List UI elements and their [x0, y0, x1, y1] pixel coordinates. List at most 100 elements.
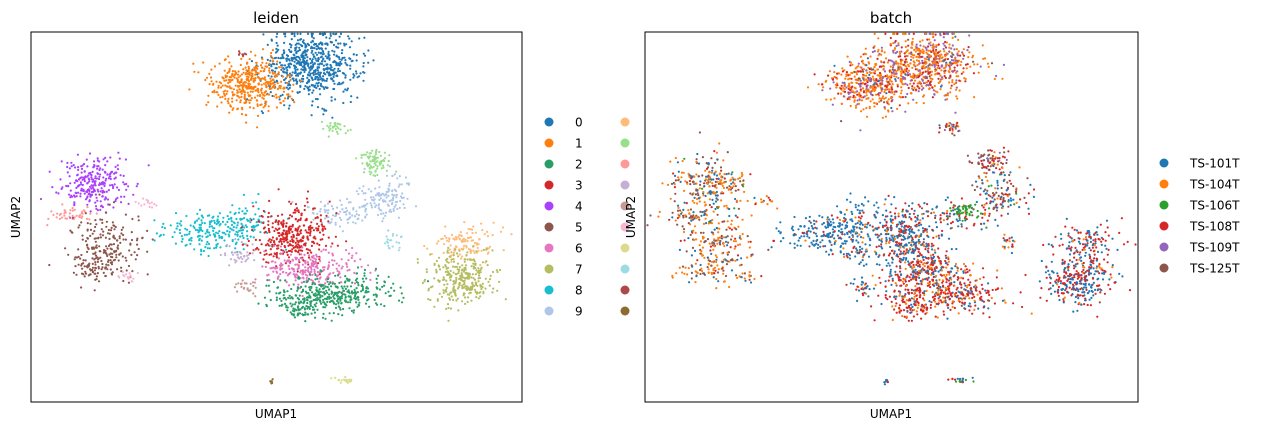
scatter-point [364, 207, 368, 210]
scatter-point [388, 182, 391, 185]
scatter-point [366, 151, 369, 154]
scatter-point [922, 102, 925, 105]
scatter-point [213, 221, 216, 224]
scatter-point [488, 278, 492, 281]
scatter-point [446, 303, 450, 306]
scatter-point [868, 71, 871, 74]
scatter-point [387, 229, 390, 232]
scatter-point [471, 231, 474, 235]
scatter-point [223, 69, 226, 72]
scatter-point [937, 64, 940, 67]
scatter-point [77, 191, 80, 194]
scatter-point [858, 91, 861, 95]
scatter-point [944, 40, 947, 44]
scatter-point [392, 282, 395, 285]
scatter-point [884, 96, 887, 99]
scatter-point [840, 73, 843, 76]
scatter-point [287, 107, 290, 110]
scatter-point [251, 75, 254, 78]
scatter-point [263, 296, 267, 299]
scatter-point [86, 190, 89, 194]
scatter-point [455, 299, 458, 302]
scatter-point [338, 264, 341, 267]
scatter-point [921, 65, 924, 68]
scatter-point [249, 78, 253, 81]
scatter-point [294, 47, 297, 50]
scatter-point [907, 38, 910, 41]
scatter-point [97, 183, 101, 187]
scatter-point [99, 167, 102, 170]
scatter-point [92, 188, 95, 191]
scatter-point [873, 50, 876, 53]
scatter-point [324, 303, 327, 306]
scatter-point [128, 276, 131, 279]
scatter-point [290, 63, 293, 66]
scatter-point [454, 265, 457, 268]
scatter-point [868, 73, 871, 76]
scatter-point [922, 95, 925, 98]
scatter-point [256, 103, 259, 106]
scatter-point [298, 294, 301, 297]
scatter-point [900, 46, 903, 49]
scatter-point [952, 59, 955, 62]
scatter-point [319, 300, 322, 303]
scatter-point [384, 292, 387, 295]
scatter-point [94, 184, 97, 187]
scatter-point [915, 101, 918, 104]
scatter-point [402, 203, 405, 206]
scatter-point [893, 75, 896, 78]
scatter-point [207, 242, 211, 245]
scatter-point [86, 165, 89, 168]
scatter-point [188, 232, 191, 235]
scatter-point [446, 249, 449, 252]
scatter-point [328, 222, 332, 225]
scatter-point [479, 271, 482, 274]
scatter-point [89, 185, 92, 188]
scatter-point [94, 254, 98, 257]
scatter-point [65, 184, 68, 188]
scatter-point [320, 85, 323, 88]
scatter-point [97, 265, 100, 268]
scatter-point [357, 192, 360, 196]
scatter-point [275, 296, 278, 299]
scatter-point [983, 57, 987, 60]
scatter-point [289, 202, 293, 205]
scatter-point [381, 199, 384, 202]
scatter-point [215, 80, 218, 83]
scatter-point [87, 177, 90, 180]
scatter-point [92, 252, 95, 255]
scatter-point [226, 71, 229, 75]
scatter-point [896, 107, 899, 110]
scatter-point [303, 204, 306, 207]
scatter-point [306, 32, 310, 36]
scatter-point [231, 240, 234, 243]
scatter-point [343, 285, 346, 288]
scatter-point [327, 265, 330, 268]
scatter-point [351, 281, 354, 284]
scatter-point [822, 86, 825, 89]
scatter-point [393, 205, 396, 208]
scatter-point [451, 265, 455, 268]
scatter-point [931, 86, 934, 89]
scatter-point [370, 171, 373, 174]
scatter-point [973, 63, 976, 66]
scatter-point [206, 235, 209, 238]
scatter-point [491, 291, 494, 294]
scatter-point [452, 260, 456, 263]
scatter-point [854, 106, 858, 109]
scatter-point [86, 229, 89, 232]
scatter-point [81, 267, 84, 270]
scatter-point [362, 79, 365, 82]
scatter-point [120, 232, 123, 235]
scatter-point [235, 217, 238, 221]
scatter-point [355, 210, 358, 213]
scatter-point [396, 177, 399, 180]
scatter-point [474, 288, 477, 291]
scatter-point [380, 167, 383, 170]
scatter-point [331, 263, 334, 266]
scatter-point [302, 224, 305, 227]
scatter-point [358, 206, 361, 209]
scatter-point [863, 79, 866, 82]
scatter-point [349, 301, 352, 304]
scatter-point [307, 267, 310, 270]
